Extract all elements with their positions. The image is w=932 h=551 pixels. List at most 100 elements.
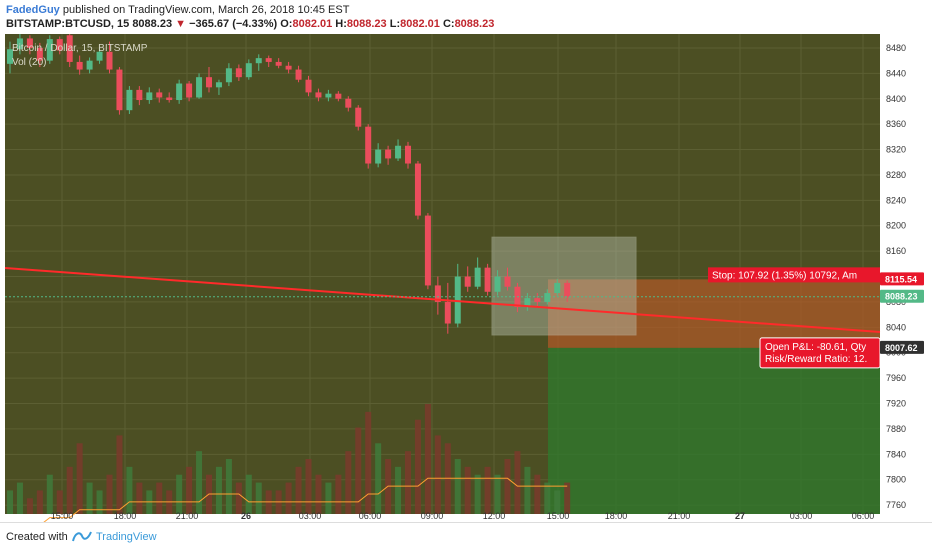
volume-bar xyxy=(196,451,203,514)
y-tick-label: 7840 xyxy=(886,449,906,459)
volume-bar xyxy=(56,490,63,514)
candle-body xyxy=(126,89,133,111)
candle-body xyxy=(474,267,481,287)
candle-body xyxy=(315,92,322,98)
volume-bar xyxy=(355,427,362,514)
footer: Created with TradingView xyxy=(0,522,932,551)
candle-body xyxy=(484,267,491,292)
y-tick-label: 8480 xyxy=(886,43,906,53)
volume-bar xyxy=(96,490,103,514)
x-tick-label: 26 xyxy=(241,511,251,521)
candle-body xyxy=(345,98,352,108)
x-tick-label: 03:00 xyxy=(299,511,322,521)
volume-bar xyxy=(464,466,471,514)
volume-bar xyxy=(46,474,53,514)
volume-bar xyxy=(564,482,571,514)
candle-body xyxy=(524,298,531,308)
x-tick-label: 06:00 xyxy=(852,511,875,521)
candle-body xyxy=(26,38,33,48)
x-tick-label: 03:00 xyxy=(790,511,813,521)
volume-bar xyxy=(315,474,322,514)
candle-body xyxy=(86,60,93,70)
x-tick-label: 18:00 xyxy=(605,511,628,521)
candle-body xyxy=(305,79,312,93)
candle-body xyxy=(76,61,83,70)
tradingview-brand[interactable]: TradingView xyxy=(96,531,157,543)
candle-body xyxy=(544,293,551,302)
stop-annotation-text: Stop: 107.92 (1.35%) 10792, Am xyxy=(712,270,857,281)
volume-bars xyxy=(7,404,571,514)
candle-body xyxy=(36,47,43,61)
x-axis-ticks: 15:00 18:00 21:00 26 03:00 06:00 09:00 12:00 15:… xyxy=(51,511,875,521)
last-price-badge: 8088.23 xyxy=(885,292,918,302)
open-value: 8082.01 xyxy=(292,18,333,30)
volume-bar xyxy=(66,466,73,514)
time-axis-strip xyxy=(0,514,932,522)
y-tick-label: 7960 xyxy=(886,373,906,383)
volume-bar xyxy=(255,482,262,514)
candle-body xyxy=(255,58,262,64)
volume-bar xyxy=(116,435,123,514)
x-tick-label: 21:00 xyxy=(668,511,691,521)
profit-target-zone xyxy=(548,347,880,514)
low-value: 8082.01 xyxy=(400,18,440,30)
candle-body xyxy=(504,276,511,287)
y-tick-label: 7920 xyxy=(886,399,906,409)
volume-bar xyxy=(106,474,113,514)
x-tick-label: 06:00 xyxy=(359,511,382,521)
volume-bar xyxy=(7,490,13,514)
volume-bar xyxy=(136,482,143,514)
candle-body xyxy=(335,93,342,99)
stop-annotation-box xyxy=(708,267,880,283)
volume-bar xyxy=(365,411,372,514)
y-tick-label: 8280 xyxy=(886,170,906,180)
volume-bar xyxy=(36,490,43,514)
volume-bar xyxy=(295,466,302,514)
high-value: 8088.23 xyxy=(346,18,387,30)
candle-body xyxy=(146,92,153,101)
candle-body xyxy=(66,35,73,62)
candle-body xyxy=(96,51,103,61)
volume-bar xyxy=(325,482,332,514)
y-tick-label: 8040 xyxy=(886,322,906,332)
candle-body xyxy=(494,276,501,292)
stop-price-badge: 8115.54 xyxy=(885,274,917,284)
position-zones xyxy=(491,236,880,514)
candle-body xyxy=(225,68,232,83)
x-tick-label: 27 xyxy=(735,511,745,521)
x-tick-label: 18:00 xyxy=(114,511,137,521)
volume-bar xyxy=(544,482,551,514)
volume-bar xyxy=(345,451,352,514)
volume-bar xyxy=(76,443,83,514)
publish-line: FadedGuy published on TradingView.com, M… xyxy=(6,4,349,16)
candle-body xyxy=(365,126,372,164)
author-name[interactable]: FadedGuy xyxy=(6,4,60,16)
candle-body xyxy=(424,215,431,286)
pnl-annotation-text: Open P&L: -80.61, Qty xyxy=(765,342,866,353)
last-price: 8088.23 xyxy=(132,18,173,30)
publish-text: published on TradingView.com, March 26, … xyxy=(59,4,350,16)
volume-bar xyxy=(16,482,23,514)
symbol-label: BITSTAMP:BTCUSD, 15 xyxy=(6,18,130,30)
volume-bar xyxy=(176,474,183,514)
price-chart[interactable]: Stop: 107.92 (1.35%) 10792, Am Open P&L: … xyxy=(0,34,932,522)
x-tick-label: 09:00 xyxy=(421,511,444,521)
candle-body xyxy=(295,69,302,80)
rr-annotation-text: Risk/Reward Ratio: 12. xyxy=(765,354,867,365)
candle-body xyxy=(265,58,272,62)
volume-bar xyxy=(414,419,421,514)
candle-body xyxy=(325,93,332,98)
candle-body xyxy=(554,282,561,294)
close-label: C: xyxy=(442,18,455,30)
volume-bar xyxy=(395,466,402,514)
volume-bar xyxy=(335,474,342,514)
candle-body xyxy=(405,145,411,164)
trend-line xyxy=(4,267,881,333)
volume-bar xyxy=(225,459,232,514)
volume-bar xyxy=(405,451,411,514)
volume-bar xyxy=(484,466,491,514)
x-tick-label: 15:00 xyxy=(547,511,570,521)
x-tick-label: 21:00 xyxy=(176,511,199,521)
y-tick-label: 8360 xyxy=(886,119,906,129)
stop-loss-zone xyxy=(548,279,880,348)
